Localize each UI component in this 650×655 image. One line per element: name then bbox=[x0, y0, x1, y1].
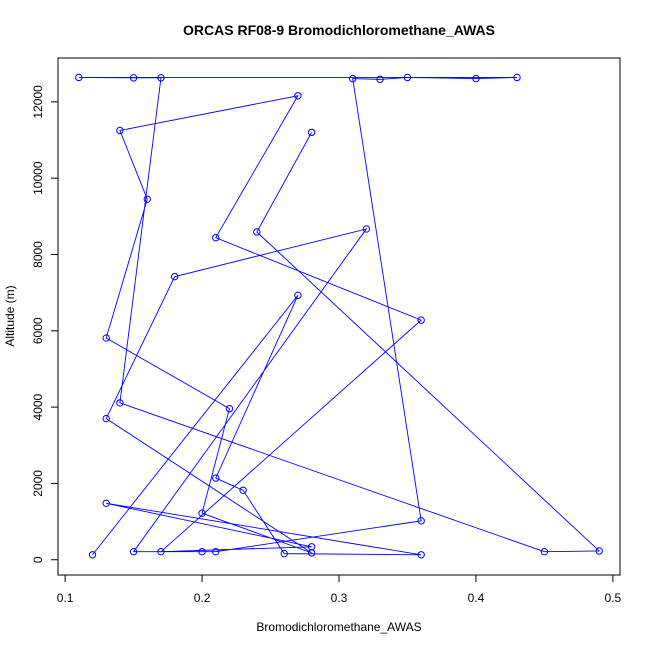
data-point bbox=[540, 548, 549, 556]
data-line bbox=[78, 77, 601, 556]
data-point bbox=[143, 195, 151, 203]
data-point bbox=[225, 404, 234, 413]
x-tick-label: 0.4 bbox=[468, 591, 485, 605]
data-point bbox=[129, 548, 138, 556]
data-point bbox=[198, 509, 206, 517]
data-point bbox=[280, 549, 288, 558]
data-point bbox=[417, 551, 425, 559]
data-point bbox=[403, 73, 412, 82]
data-point bbox=[88, 551, 97, 559]
data-point bbox=[239, 486, 247, 494]
data-point bbox=[212, 474, 220, 482]
data-point bbox=[116, 399, 124, 407]
data-point bbox=[170, 272, 179, 281]
y-tick-label: 6000 bbox=[31, 317, 45, 344]
x-tick-label: 0.5 bbox=[605, 591, 622, 605]
data-point bbox=[362, 225, 371, 233]
data-point bbox=[307, 128, 316, 137]
data-point bbox=[472, 74, 480, 83]
data-point bbox=[75, 73, 83, 82]
data-point bbox=[102, 499, 110, 507]
data-point bbox=[294, 92, 302, 100]
x-tick-label: 0.3 bbox=[331, 591, 348, 605]
data-point bbox=[198, 548, 206, 556]
y-tick-label: 12000 bbox=[31, 85, 45, 119]
x-tick-label: 0.2 bbox=[194, 591, 211, 605]
data-point bbox=[157, 548, 165, 556]
data-point bbox=[376, 75, 384, 84]
data-point bbox=[294, 291, 302, 300]
data-point bbox=[253, 228, 261, 236]
data-point bbox=[102, 334, 110, 342]
x-axis-label: Bromodichloromethane_AWAS bbox=[256, 620, 421, 634]
data-point bbox=[116, 126, 124, 135]
data-point bbox=[417, 517, 425, 525]
y-tick-label: 10000 bbox=[31, 161, 45, 195]
data-point bbox=[102, 414, 110, 423]
y-tick-label: 8000 bbox=[31, 241, 45, 268]
data-point bbox=[595, 547, 603, 555]
data-point bbox=[417, 316, 425, 324]
data-point bbox=[513, 73, 521, 82]
y-tick-label: 0 bbox=[31, 556, 45, 563]
data-point bbox=[212, 234, 220, 242]
y-tick-label: 4000 bbox=[31, 393, 45, 420]
data-point bbox=[348, 74, 357, 83]
data-point bbox=[129, 74, 138, 82]
y-axis-label: Altitude (m) bbox=[3, 285, 17, 346]
chart-title: ORCAS RF08-9 Bromodichloromethane_AWAS bbox=[183, 22, 495, 38]
data-point bbox=[212, 548, 220, 556]
y-tick-label: 2000 bbox=[31, 470, 45, 497]
plot-frame bbox=[57, 57, 621, 576]
data-point bbox=[307, 549, 316, 557]
data-point bbox=[157, 74, 165, 82]
x-tick-label: 0.1 bbox=[57, 591, 74, 605]
